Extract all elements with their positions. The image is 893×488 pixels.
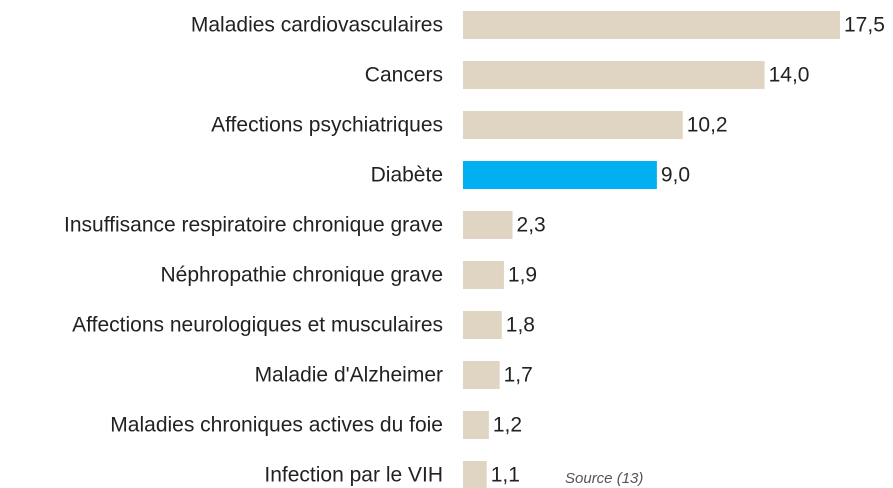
- category-label: Néphropathie chronique grave: [160, 264, 443, 287]
- bar: [463, 411, 489, 439]
- bar: [463, 261, 504, 289]
- value-label: 17,5: [844, 14, 885, 37]
- value-label: 14,0: [769, 64, 810, 87]
- category-label: Infection par le VIH: [264, 464, 443, 487]
- category-label: Insuffisance respiratoire chronique grav…: [64, 214, 443, 237]
- category-label: Maladies chroniques actives du foie: [110, 414, 443, 437]
- bar: [463, 361, 500, 389]
- bar: [463, 111, 683, 139]
- category-label: Cancers: [365, 64, 443, 87]
- value-label: 9,0: [661, 164, 690, 187]
- bar: [463, 211, 513, 239]
- category-label: Maladie d'Alzheimer: [255, 364, 443, 387]
- category-label: Affections psychiatriques: [211, 114, 443, 137]
- bar: [463, 161, 657, 189]
- value-label: 10,2: [687, 114, 728, 137]
- category-label: Maladies cardiovasculaires: [191, 14, 443, 37]
- value-label: 1,2: [493, 414, 522, 437]
- source-note: Source (13): [565, 470, 643, 487]
- category-label: Affections neurologiques et musculaires: [72, 314, 443, 337]
- bar: [463, 11, 840, 39]
- value-label: 2,3: [517, 214, 546, 237]
- value-label: 1,9: [508, 264, 537, 287]
- bar: [463, 311, 502, 339]
- value-label: 1,1: [491, 464, 520, 487]
- value-label: 1,8: [506, 314, 535, 337]
- value-label: 1,7: [504, 364, 533, 387]
- category-label: Diabète: [371, 164, 443, 187]
- bar: [463, 61, 765, 89]
- bar: [463, 461, 487, 488]
